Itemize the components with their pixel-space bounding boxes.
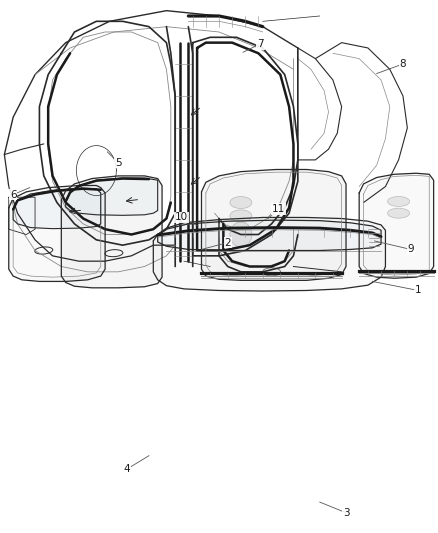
Polygon shape	[9, 185, 105, 281]
Text: 10: 10	[175, 213, 188, 222]
Text: 9: 9	[407, 245, 414, 254]
Polygon shape	[13, 188, 101, 229]
Ellipse shape	[230, 197, 252, 208]
Polygon shape	[61, 176, 162, 288]
Text: 6: 6	[10, 190, 17, 199]
Text: 2: 2	[224, 238, 231, 247]
Text: 3: 3	[343, 508, 350, 518]
Polygon shape	[66, 178, 158, 215]
Text: 8: 8	[399, 59, 406, 69]
Polygon shape	[359, 173, 434, 278]
Polygon shape	[158, 220, 381, 251]
Text: 5: 5	[115, 158, 122, 167]
Ellipse shape	[230, 222, 252, 247]
Ellipse shape	[388, 208, 410, 218]
Text: 4: 4	[124, 464, 131, 474]
Polygon shape	[201, 169, 346, 280]
Polygon shape	[153, 217, 385, 291]
Text: 11: 11	[272, 204, 285, 214]
Text: 1: 1	[415, 286, 422, 295]
Ellipse shape	[388, 197, 410, 206]
Ellipse shape	[230, 210, 252, 222]
Text: 7: 7	[257, 39, 264, 49]
